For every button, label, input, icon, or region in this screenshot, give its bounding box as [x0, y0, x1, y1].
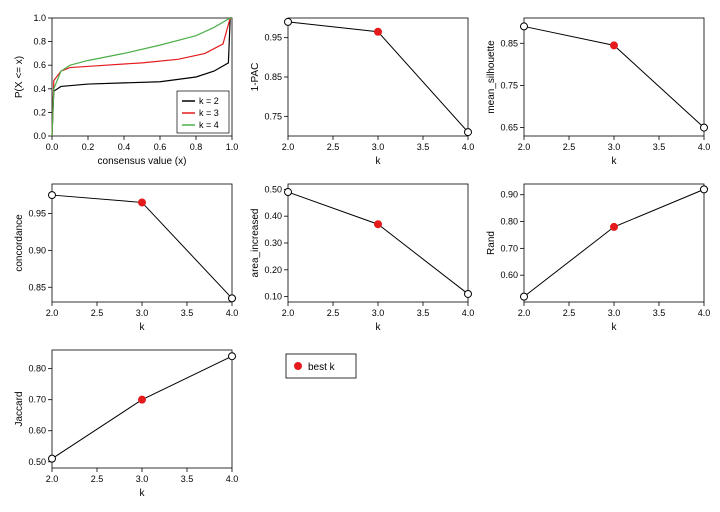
svg-text:0.85: 0.85 [500, 38, 518, 48]
svg-text:0.70: 0.70 [28, 395, 46, 405]
svg-text:0.50: 0.50 [28, 457, 46, 467]
svg-text:0.20: 0.20 [264, 265, 282, 275]
svg-text:1-PAC: 1-PAC [250, 63, 261, 92]
svg-text:2.5: 2.5 [327, 142, 340, 152]
svg-text:k: k [376, 322, 382, 333]
svg-text:Rand: Rand [486, 231, 497, 255]
svg-text:consensus value (x): consensus value (x) [98, 156, 187, 167]
svg-text:k: k [612, 322, 618, 333]
chart-grid: 0.0 0.2 0.4 0.6 0.8 1.0 0.0 0.2 0.4 0.6 0.8 1.0 cons… [10, 10, 710, 502]
svg-text:k: k [612, 156, 618, 167]
svg-text:2.0: 2.0 [46, 308, 59, 318]
svg-text:1.0: 1.0 [33, 13, 46, 23]
svg-text:2.0: 2.0 [282, 142, 295, 152]
svg-text:0.75: 0.75 [264, 111, 282, 121]
empty-panel [482, 342, 712, 502]
svg-text:0.75: 0.75 [500, 80, 518, 90]
svg-text:3.5: 3.5 [653, 308, 666, 318]
svg-text:3.0: 3.0 [136, 474, 149, 484]
svg-text:0.8: 0.8 [190, 142, 203, 152]
svg-text:0.90: 0.90 [28, 245, 46, 255]
metric-panel-jaccard: 2.0 2.5 3.0 3.5 4.0 0.50 0.60 0.70 0.80 k Jaccard [10, 342, 240, 502]
svg-text:3.0: 3.0 [608, 142, 621, 152]
svg-text:4.0: 4.0 [698, 308, 711, 318]
svg-text:2.0: 2.0 [46, 474, 59, 484]
svg-text:concordance: concordance [14, 214, 25, 272]
metric-panel-1pac: 2.0 2.5 3.0 3.5 4.0 0.75 0.85 0.95 k 1-PAC [246, 10, 476, 170]
svg-text:area_increased: area_increased [250, 209, 261, 278]
svg-text:k: k [140, 322, 146, 333]
svg-text:3.0: 3.0 [136, 308, 149, 318]
svg-text:3.0: 3.0 [372, 308, 385, 318]
metric-panel-concordance: 2.0 2.5 3.0 3.5 4.0 0.85 0.90 0.95 k concordance [10, 176, 240, 336]
svg-text:2.0: 2.0 [518, 142, 531, 152]
svg-text:0.50: 0.50 [264, 184, 282, 194]
svg-text:2.5: 2.5 [91, 308, 104, 318]
svg-text:2.5: 2.5 [91, 474, 104, 484]
svg-text:k = 2: k = 2 [199, 96, 219, 106]
svg-text:3.5: 3.5 [181, 308, 194, 318]
svg-text:mean_silhouette: mean_silhouette [486, 40, 497, 114]
svg-text:2.5: 2.5 [563, 308, 576, 318]
ecdf-panel: 0.0 0.2 0.4 0.6 0.8 1.0 0.0 0.2 0.4 0.6 0.8 1.0 cons… [10, 10, 240, 170]
svg-text:0.65: 0.65 [500, 123, 518, 133]
svg-text:0.60: 0.60 [500, 270, 518, 280]
svg-text:2.0: 2.0 [518, 308, 531, 318]
svg-text:0.4: 0.4 [118, 142, 131, 152]
svg-text:0.10: 0.10 [264, 292, 282, 302]
svg-text:3.0: 3.0 [372, 142, 385, 152]
svg-text:0.70: 0.70 [500, 243, 518, 253]
svg-text:3.5: 3.5 [417, 142, 430, 152]
svg-text:0.90: 0.90 [500, 190, 518, 200]
svg-text:0.85: 0.85 [264, 72, 282, 82]
svg-text:0.6: 0.6 [33, 60, 46, 70]
svg-text:0.6: 0.6 [154, 142, 167, 152]
svg-text:4.0: 4.0 [698, 142, 711, 152]
svg-text:1.0: 1.0 [226, 142, 239, 152]
legend-panel: best k [246, 342, 476, 502]
svg-text:0.80: 0.80 [500, 217, 518, 227]
svg-text:3.5: 3.5 [417, 308, 430, 318]
svg-text:best k: best k [308, 362, 336, 373]
svg-text:0.2: 0.2 [82, 142, 95, 152]
svg-text:k: k [140, 488, 146, 499]
metric-panel-silhouette: 2.0 2.5 3.0 3.5 4.0 0.65 0.75 0.85 k mean_silhoue… [482, 10, 712, 170]
svg-text:2.5: 2.5 [327, 308, 340, 318]
metric-panel-rand: 2.0 2.5 3.0 3.5 4.0 0.60 0.70 0.80 0.90 k Rand [482, 176, 712, 336]
svg-text:3.5: 3.5 [181, 474, 194, 484]
svg-text:3.0: 3.0 [608, 308, 621, 318]
svg-text:0.2: 0.2 [33, 107, 46, 117]
svg-text:4.0: 4.0 [226, 474, 239, 484]
svg-text:2.0: 2.0 [282, 308, 295, 318]
svg-text:0.95: 0.95 [264, 33, 282, 43]
svg-text:k = 3: k = 3 [199, 108, 219, 118]
svg-text:0.8: 0.8 [33, 37, 46, 47]
svg-text:0.30: 0.30 [264, 238, 282, 248]
svg-text:4.0: 4.0 [462, 142, 475, 152]
svg-text:0.0: 0.0 [46, 142, 59, 152]
svg-text:0.40: 0.40 [264, 211, 282, 221]
svg-text:0.80: 0.80 [28, 364, 46, 374]
svg-text:0.0: 0.0 [33, 131, 46, 141]
svg-text:2.5: 2.5 [563, 142, 576, 152]
svg-text:0.95: 0.95 [28, 209, 46, 219]
svg-text:0.60: 0.60 [28, 426, 46, 436]
svg-text:Jaccard: Jaccard [14, 391, 25, 426]
svg-text:3.5: 3.5 [653, 142, 666, 152]
svg-text:4.0: 4.0 [226, 308, 239, 318]
svg-text:k = 4: k = 4 [199, 120, 219, 130]
svg-text:0.85: 0.85 [28, 282, 46, 292]
svg-text:0.4: 0.4 [33, 84, 46, 94]
metric-panel-area: 2.0 2.5 3.0 3.5 4.0 0.10 0.20 0.30 0.40 0.50 k area… [246, 176, 476, 336]
svg-text:4.0: 4.0 [462, 308, 475, 318]
svg-text:k: k [376, 156, 382, 167]
svg-text:P(X <= x): P(X <= x) [14, 56, 25, 98]
